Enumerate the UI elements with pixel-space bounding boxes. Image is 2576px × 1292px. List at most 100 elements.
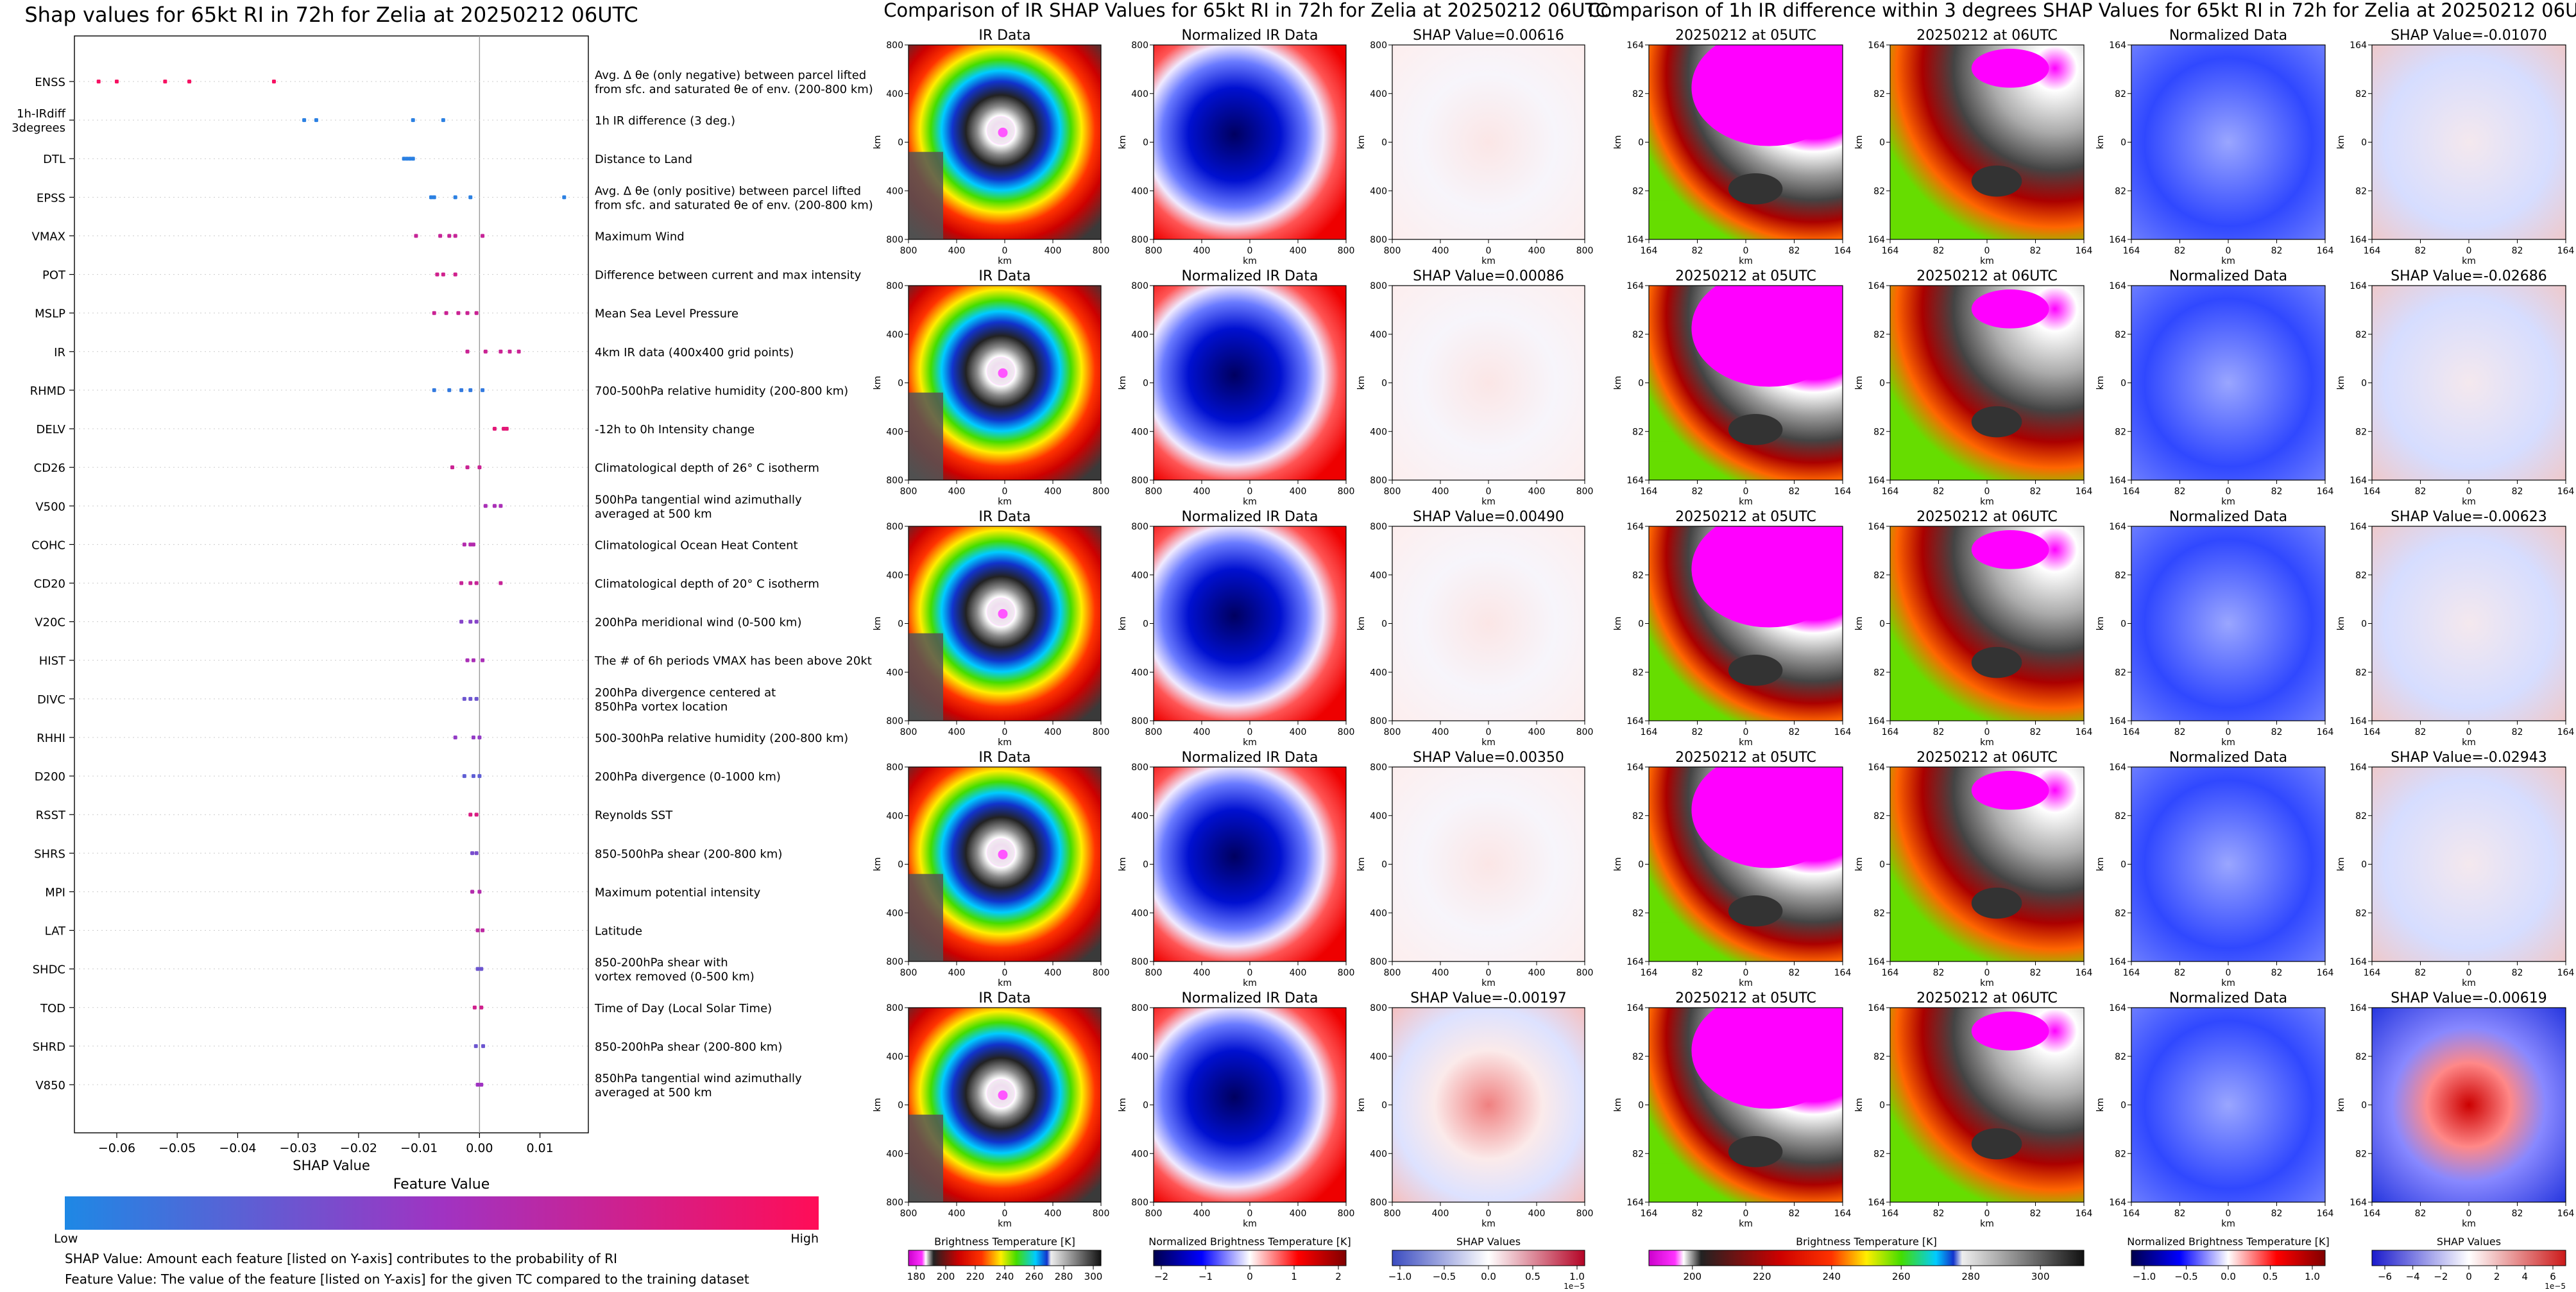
- y-tick-label: 164: [1868, 281, 1885, 291]
- x-tick-label: 800: [1093, 727, 1110, 737]
- shap-summary-title: Shap values for 65kt RI in 72h for Zelia…: [24, 3, 638, 27]
- shap-point: [465, 311, 470, 315]
- y-tick-label: 400: [886, 89, 903, 99]
- ir-06utc-panel: 20250212 at 06UTC1641648282008282164164k…: [1854, 509, 2092, 748]
- colorbar-high-label: High: [790, 1232, 819, 1246]
- shap-point: [405, 157, 409, 161]
- shap-point: [470, 890, 475, 894]
- cold-cloud-region: [1691, 767, 1843, 868]
- ir-shap-panel: SHAP Value=0.006168008004004000040040080…: [1356, 28, 1593, 266]
- feature-name-label: DELV: [36, 423, 65, 436]
- x-tick-label: 82: [1789, 246, 1800, 256]
- x-tick-label: 82: [1789, 968, 1800, 978]
- diff-shap-panel-background: [2372, 1008, 2566, 1202]
- shap-point: [465, 658, 470, 662]
- y-tick-label: 164: [2109, 476, 2126, 486]
- y-tick-label: 82: [2355, 89, 2367, 99]
- land-mass: [908, 1114, 943, 1202]
- y-tick-label: 0: [898, 138, 903, 148]
- shap-point: [473, 1044, 478, 1048]
- feature-name-label: MSLP: [35, 307, 65, 321]
- ir-shap-panel: SHAP Value=0.000868008004004000040040080…: [1356, 268, 1593, 507]
- y-tick-label: 800: [1131, 40, 1148, 51]
- y-tick-label: 82: [1632, 330, 1644, 340]
- x-tick-label: 400: [1528, 1209, 1546, 1219]
- x-tick-label: 400: [1193, 1209, 1211, 1219]
- shap-point: [468, 195, 473, 200]
- storm-eye: [998, 127, 1008, 137]
- land-mass: [908, 874, 943, 961]
- feature-description-label: Distance to Land: [595, 153, 692, 166]
- shap-point: [479, 1005, 484, 1010]
- feature-description-label: The # of 6h periods VMAX has been above …: [594, 655, 872, 668]
- colorbar-label: SHAP Values: [1456, 1236, 1521, 1248]
- x-tick-label: 82: [2174, 727, 2186, 737]
- y-axis-label: km: [1118, 857, 1128, 872]
- colorbar-tick-label: 1: [1291, 1271, 1297, 1282]
- x-axis-label: km: [1739, 978, 1753, 988]
- normalized-diff-panel-title: Normalized Data: [2169, 750, 2287, 766]
- feature-description-label: 200hPa divergence centered at 850hPa vort…: [595, 686, 776, 714]
- ir-05utc-panel-image: [1649, 45, 1843, 239]
- normalized-ir-panel-image: [1154, 526, 1346, 721]
- feature-name-label: CD20: [34, 578, 65, 591]
- ir-05utc-panel: 20250212 at 05UTC1641648282008282164164k…: [1613, 990, 1851, 1229]
- y-tick-label: 164: [1626, 235, 1644, 245]
- y-axis-label: km: [1854, 135, 1864, 150]
- warm-region: [1649, 441, 1673, 480]
- feature-name-label: ENSS: [35, 76, 65, 89]
- y-tick-label: 400: [886, 811, 903, 822]
- y-tick-label: 164: [1626, 281, 1644, 291]
- feature-name-label: COHC: [31, 538, 65, 552]
- warm-region: [1649, 200, 1673, 239]
- shap-point: [475, 1083, 480, 1087]
- ir-shap-panel-background: [1392, 1008, 1585, 1202]
- shap-point: [468, 581, 473, 585]
- dark-cloud: [1971, 646, 2022, 678]
- ir-06utc-panel: 20250212 at 06UTC1641648282008282164164k…: [1854, 268, 2092, 507]
- x-axis-label: km: [2462, 737, 2476, 748]
- x-tick-label: 0: [1984, 246, 1990, 256]
- y-tick-label: 400: [886, 186, 903, 196]
- x-tick-label: 164: [2123, 246, 2140, 256]
- x-tick-label: 82: [2512, 246, 2523, 256]
- y-tick-label: 800: [1131, 476, 1148, 486]
- colorbar-tick-label: 300: [2031, 1271, 2050, 1282]
- x-tick-label: 82: [2271, 246, 2283, 256]
- feature-description-label: 850hPa tangential wind azimuthally averag…: [595, 1072, 802, 1099]
- y-tick-label: 400: [1370, 427, 1387, 437]
- x-tick-label: 164: [1641, 487, 1658, 497]
- x-tick-label: 82: [1789, 487, 1800, 497]
- y-tick-label: 164: [1868, 716, 1885, 727]
- x-tick-label: 164: [2364, 246, 2381, 256]
- feature-description-label: Maximum Wind: [595, 230, 685, 243]
- y-tick-label: 800: [886, 476, 903, 486]
- x-tick-label: 164: [1834, 727, 1852, 737]
- x-tick-label: 400: [1193, 968, 1211, 978]
- ir-05utc-panel-title: 20250212 at 05UTC: [1675, 750, 1816, 766]
- x-tick-label: 0: [1743, 727, 1749, 737]
- colorbar-tick-label: −2: [1154, 1271, 1168, 1282]
- ir-06utc-panel-image: [1890, 1008, 2084, 1202]
- shap-point: [470, 851, 475, 856]
- x-tick-label: 0: [2226, 246, 2231, 256]
- x-tick-label: 82: [1692, 968, 1703, 978]
- feature-description-label: 4km IR data (400x400 grid points): [595, 346, 794, 359]
- shap-point: [447, 388, 452, 392]
- normalized-diff-panel-image: [2131, 767, 2325, 961]
- x-tick-label: 400: [1290, 1209, 1307, 1219]
- feature-description-label: Avg. Δ θe (only positive) between parcel…: [595, 184, 873, 212]
- y-tick-label: 164: [1626, 1198, 1644, 1208]
- y-axis-label: km: [1854, 376, 1864, 390]
- shap-point: [459, 388, 464, 392]
- y-tick-label: 0: [2361, 1101, 2367, 1111]
- ir-data-panel-image: [908, 286, 1101, 480]
- normalized-diff-panel-title: Normalized Data: [2169, 509, 2287, 525]
- x-axis-label: km: [1481, 737, 1496, 748]
- normalized-diff-panel-background: [2131, 286, 2325, 480]
- y-tick-label: 400: [886, 427, 903, 437]
- diff-shap-panel-title: SHAP Value=-0.02943: [2391, 750, 2547, 766]
- normalized-diff-panel: Normalized Data1641648282008282164164kmk…: [2095, 268, 2333, 507]
- normalized-diff-panel: Normalized Data1641648282008282164164kmk…: [2095, 990, 2333, 1229]
